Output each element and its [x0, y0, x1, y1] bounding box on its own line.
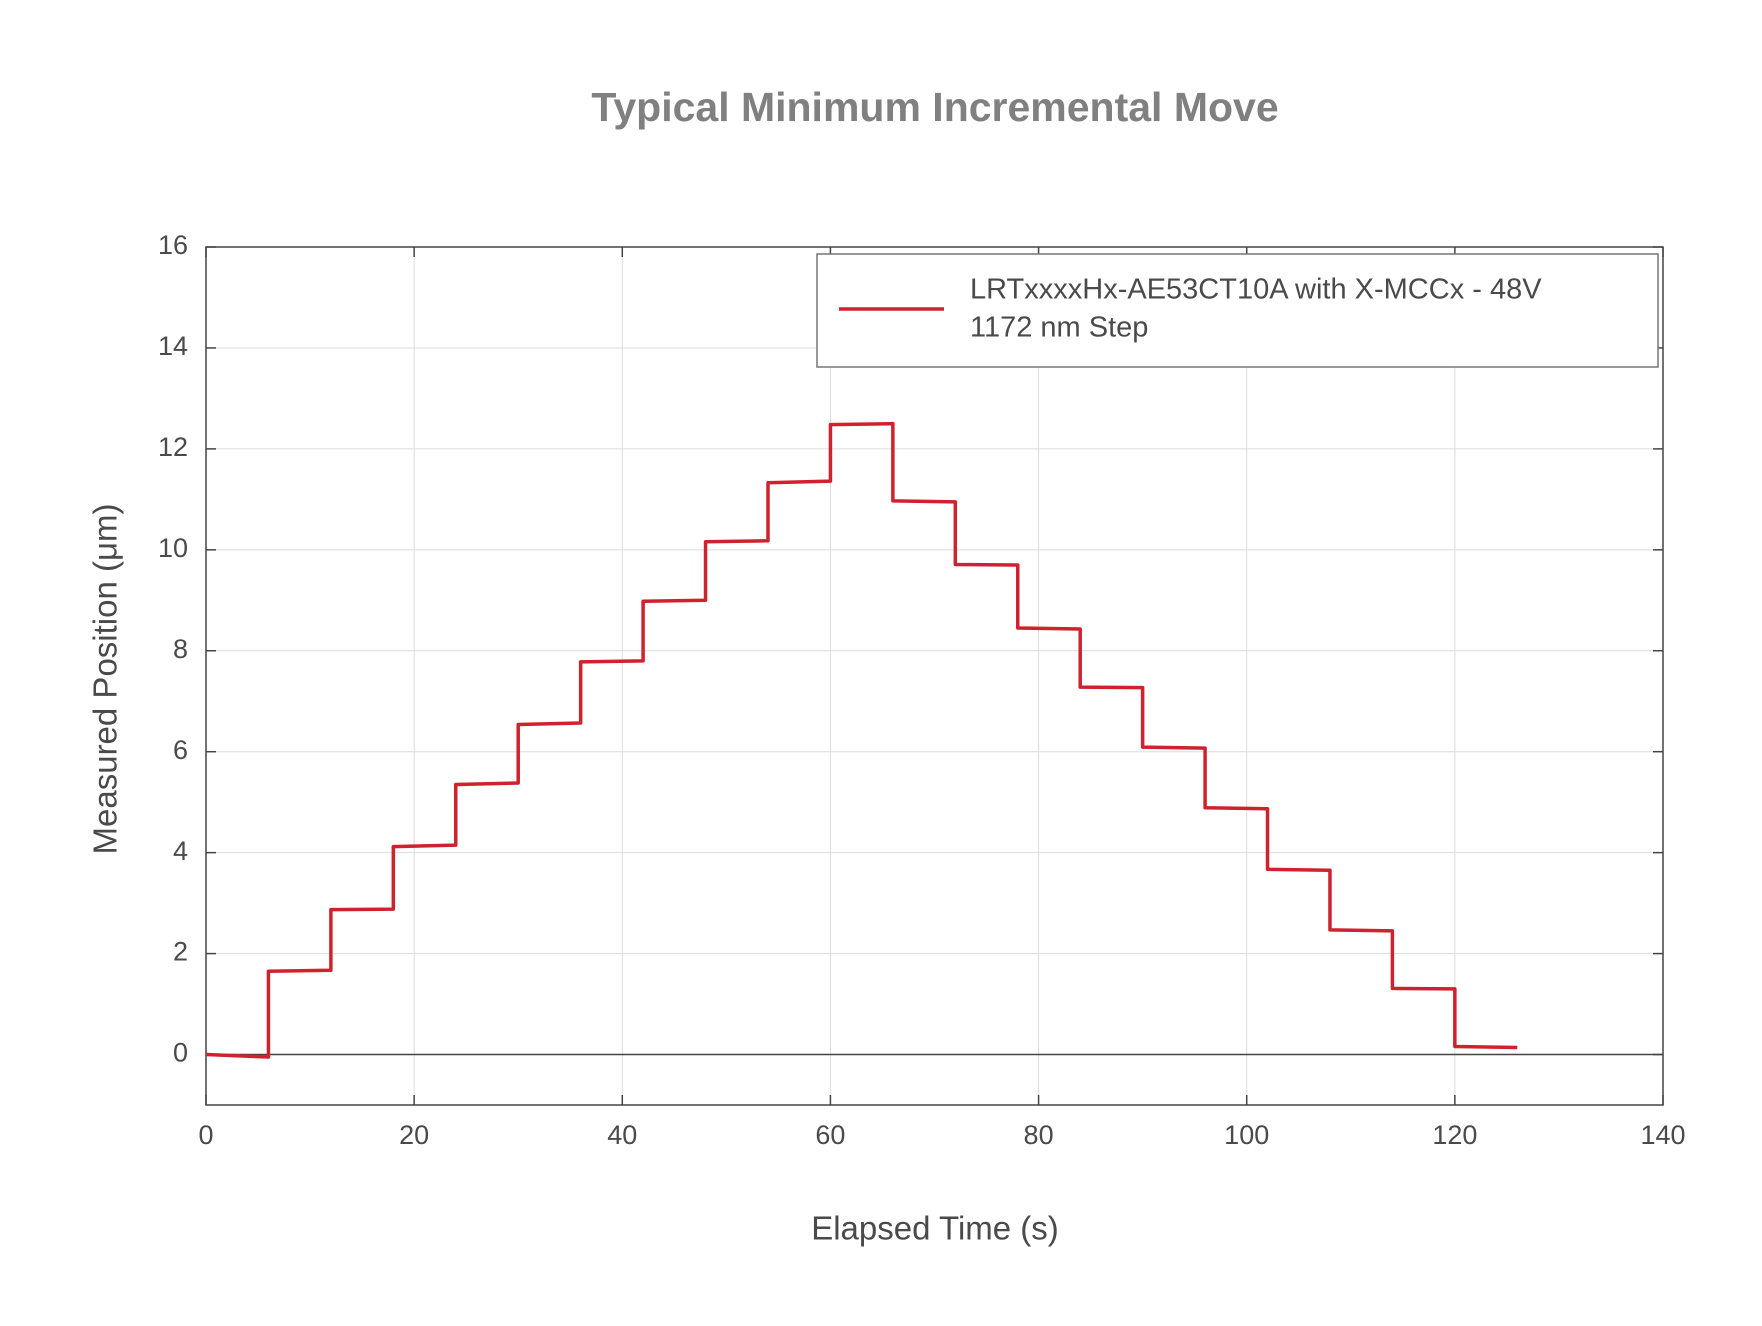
x-tick-label: 20 — [399, 1120, 429, 1150]
x-tick-label: 140 — [1640, 1120, 1685, 1150]
y-tick-label: 10 — [158, 533, 188, 563]
y-tick-label: 4 — [173, 836, 188, 866]
x-axis-label: Elapsed Time (s) — [811, 1210, 1059, 1247]
x-tick-label: 120 — [1432, 1120, 1477, 1150]
data-line — [205, 421, 1518, 1059]
y-tick-label: 2 — [173, 937, 188, 967]
y-tick-label: 12 — [158, 432, 188, 462]
chart-title: Typical Minimum Incremental Move — [591, 84, 1278, 130]
y-tick-label: 16 — [158, 230, 188, 260]
x-tick-label: 100 — [1224, 1120, 1269, 1150]
y-tick-label: 0 — [173, 1038, 188, 1068]
y-tick-label: 14 — [158, 331, 188, 361]
x-tick-label: 0 — [198, 1120, 213, 1150]
legend-box — [816, 253, 1659, 368]
x-tick-label: 40 — [607, 1120, 637, 1150]
y-tick-label: 6 — [173, 735, 188, 765]
y-axis-label: Measured Position (μm) — [87, 504, 124, 855]
y-tick-label: 8 — [173, 634, 188, 664]
x-tick-label: 60 — [815, 1120, 845, 1150]
legend-label: LRTxxxxHx-AE53CT10A with X-MCCx - 48V — [970, 274, 1542, 306]
plot-frame — [205, 246, 1664, 1106]
x-tick-label: 80 — [1024, 1120, 1054, 1150]
legend-subtitle: 1172 nm Step — [970, 312, 1148, 344]
